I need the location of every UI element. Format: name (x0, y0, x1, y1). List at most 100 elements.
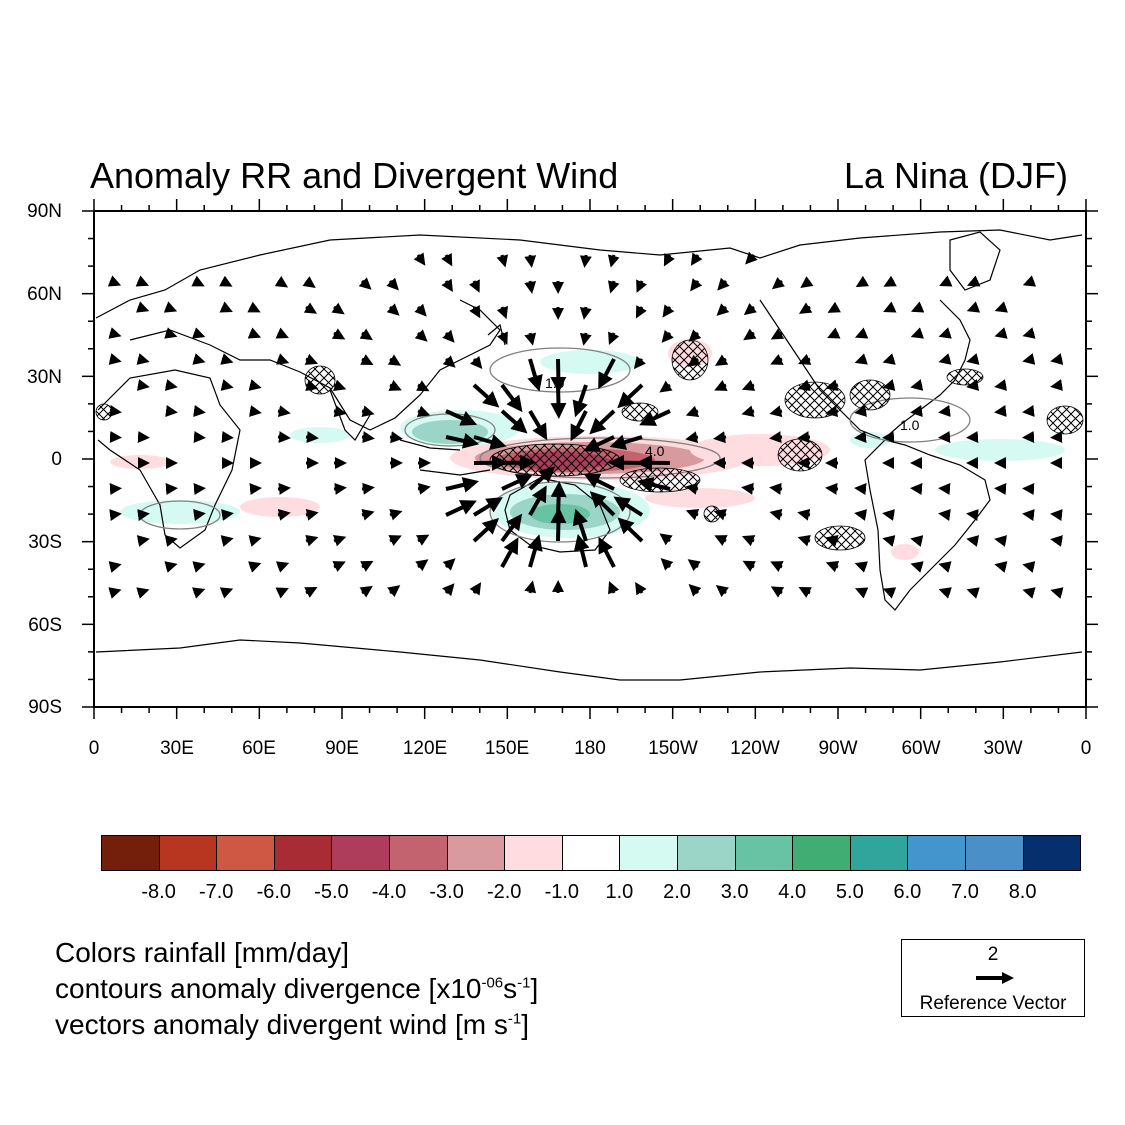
wind-vector (496, 331, 508, 345)
wind-vector (910, 561, 924, 573)
wind-vector (445, 500, 477, 517)
wind-vector (825, 561, 840, 573)
wind-vector (1050, 587, 1064, 599)
colorbar-label: -8.0 (141, 881, 176, 903)
reference-arrow-icon (976, 972, 1014, 984)
wind-vector (690, 278, 703, 292)
wind-vector (717, 277, 730, 291)
wind-vector (445, 477, 480, 493)
wind-vector (470, 355, 483, 369)
wind-vector (854, 509, 868, 521)
wind-vector (386, 277, 399, 291)
wind-vector (713, 431, 727, 444)
wind-vector (414, 303, 427, 317)
wind-vector (798, 586, 812, 598)
wind-vector (938, 587, 952, 599)
wind-vector (1022, 275, 1037, 287)
wind-vector (277, 405, 291, 418)
wind-vector (910, 405, 923, 417)
wind-vector (938, 327, 952, 339)
wind-vector (469, 304, 481, 319)
lon-label-180: 180 (574, 738, 606, 759)
lon-label-120e: 120E (402, 738, 448, 759)
wind-vector (442, 355, 456, 368)
colorbar-swatch (273, 835, 333, 871)
wind-vector (441, 278, 453, 293)
wind-vector (304, 587, 318, 598)
wind-vector (745, 251, 758, 265)
wind-vector (416, 380, 430, 392)
wind-vector (741, 482, 755, 495)
wind-vector (247, 327, 262, 339)
wind-vector (193, 405, 206, 417)
legend-vectors-exp: -1 (507, 1010, 522, 1028)
wind-vector (939, 275, 953, 287)
wind-vector (472, 497, 503, 517)
wind-vector (966, 509, 979, 521)
wind-vector (333, 482, 347, 495)
wind-vector (387, 354, 402, 366)
wind-vector (473, 434, 507, 450)
colorbar-label: 4.0 (778, 881, 807, 903)
wind-vector (741, 379, 756, 391)
lat-label-0: 0 (51, 449, 62, 470)
wind-vector (910, 327, 925, 339)
wind-vector (303, 302, 318, 314)
wind-vector (220, 353, 234, 365)
wind-vector (528, 485, 547, 516)
wind-vector (275, 587, 289, 599)
lon-label-90w: 90W (818, 738, 858, 759)
contour-label-3: 1.0 (900, 417, 920, 433)
wind-vector (910, 301, 925, 313)
wind-vector (854, 353, 868, 365)
wind-vector (769, 508, 783, 521)
wind-vector (333, 379, 347, 392)
wind-vector (136, 587, 150, 599)
lon-label-0-end: 0 (1080, 738, 1092, 759)
wind-vector (769, 482, 783, 495)
wind-vector (661, 329, 674, 343)
colorbar-label: -4.0 (371, 881, 407, 903)
wind-vector (361, 482, 375, 495)
colorbar-swatch (446, 835, 506, 871)
wind-vector (359, 328, 373, 341)
wind-vector (770, 561, 784, 572)
wind-vector (501, 474, 533, 491)
wind-vector (192, 561, 206, 573)
wind-vector (770, 586, 785, 598)
wind-vector (135, 275, 150, 287)
wind-vector (608, 331, 620, 345)
wind-vector (550, 358, 567, 393)
contour-label-2: 4.0 (645, 443, 665, 459)
lat-label-90s: 90S (28, 697, 62, 718)
wind-vector (193, 509, 206, 521)
wind-vector (685, 509, 700, 521)
wind-vector (445, 409, 478, 426)
reference-vector-magnitude: 2 (987, 944, 999, 965)
legend-contours-text: contours anomaly divergence [x10 (55, 973, 482, 1004)
wind-vector (386, 303, 400, 316)
colorbar-swatch (101, 835, 160, 871)
wind-vector (938, 561, 952, 573)
wind-vector (219, 587, 234, 599)
wind-vector (882, 379, 896, 391)
wind-vector (715, 584, 729, 598)
wind-vector (635, 581, 647, 596)
wind-vector (415, 534, 430, 546)
wind-vector (687, 559, 701, 572)
lon-label-150w: 150W (648, 738, 698, 759)
lat-label-90n: 90N (27, 201, 62, 222)
wind-vector (220, 379, 234, 391)
wind-vector (966, 535, 980, 547)
colorbar-swatch (965, 835, 1024, 871)
wind-vector (636, 279, 648, 293)
legend-vectors-close: ] (521, 1009, 529, 1040)
wind-vector (1022, 561, 1036, 573)
wind-vector (304, 353, 319, 365)
colorbar-label: 6.0 (893, 881, 922, 903)
wind-vector (743, 328, 757, 341)
wind-vector (469, 582, 482, 596)
wind-vector (164, 535, 178, 547)
wind-vector (192, 353, 206, 365)
wind-vector (389, 508, 403, 521)
